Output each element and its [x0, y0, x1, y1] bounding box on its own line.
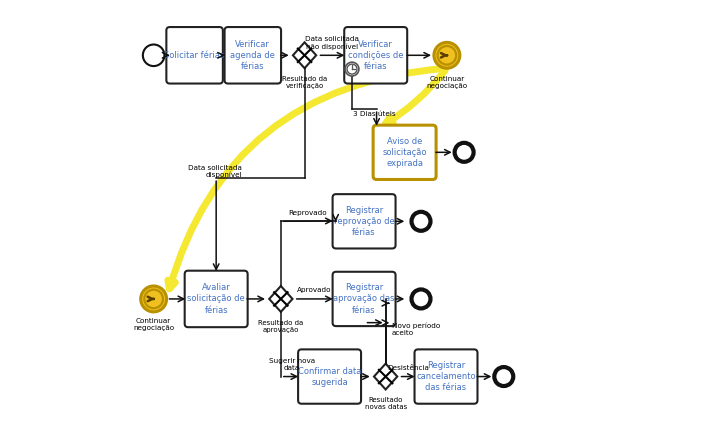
Text: Resultado
novas datas: Resultado novas datas	[365, 397, 407, 410]
Circle shape	[345, 62, 359, 76]
Text: Registrar
reprovação de
férias: Registrar reprovação de férias	[334, 206, 394, 237]
Text: Novo período
aceito: Novo período aceito	[391, 322, 440, 336]
FancyBboxPatch shape	[184, 271, 248, 327]
Text: Data solicitada
não disponível: Data solicitada não disponível	[306, 36, 359, 49]
FancyBboxPatch shape	[415, 349, 477, 404]
Text: Registrar
aprovação das
férias: Registrar aprovação das férias	[333, 283, 395, 315]
Text: Data solicitada
disponível: Data solicitada disponível	[188, 164, 242, 178]
FancyBboxPatch shape	[166, 27, 223, 83]
FancyBboxPatch shape	[332, 194, 396, 249]
Circle shape	[434, 43, 460, 68]
Text: Sugerir nova
data: Sugerir nova data	[268, 358, 315, 371]
Text: Resultado da
verificação: Resultado da verificação	[282, 76, 327, 89]
Circle shape	[143, 45, 165, 66]
Circle shape	[455, 143, 474, 162]
Circle shape	[141, 286, 167, 312]
Text: Aviso de
solicitação
expirada: Aviso de solicitação expirada	[382, 137, 427, 168]
Text: Continuar
negociação: Continuar negociação	[133, 318, 174, 331]
Text: Aprovado: Aprovado	[297, 287, 332, 293]
Text: Registrar
cancelamento
das férias: Registrar cancelamento das férias	[416, 361, 476, 392]
Text: Verificar
condições de
férias: Verificar condições de férias	[348, 39, 403, 71]
FancyArrowPatch shape	[168, 69, 444, 289]
FancyBboxPatch shape	[332, 272, 396, 326]
Circle shape	[144, 289, 163, 308]
Text: Reprovado: Reprovado	[289, 210, 327, 216]
Text: 3 Dias úteis: 3 Dias úteis	[353, 111, 396, 116]
Polygon shape	[374, 364, 397, 389]
Circle shape	[412, 289, 430, 309]
Circle shape	[438, 46, 456, 65]
FancyBboxPatch shape	[298, 349, 361, 404]
FancyArrowPatch shape	[386, 70, 445, 123]
FancyBboxPatch shape	[225, 27, 281, 83]
Text: Solicitar férias: Solicitar férias	[165, 51, 225, 60]
FancyBboxPatch shape	[344, 27, 407, 83]
Polygon shape	[293, 43, 316, 68]
Text: Resultado da
aprovação: Resultado da aprovação	[258, 319, 303, 332]
Text: Avaliar
solicitação de
férias: Avaliar solicitação de férias	[187, 283, 245, 315]
Text: Desistência: Desistência	[387, 365, 429, 371]
Circle shape	[347, 64, 357, 74]
Polygon shape	[269, 286, 292, 312]
Circle shape	[494, 367, 513, 386]
Text: Continuar
negociação: Continuar negociação	[427, 76, 467, 89]
Text: Confirmar data
sugerida: Confirmar data sugerida	[298, 366, 361, 387]
FancyBboxPatch shape	[373, 125, 436, 180]
Circle shape	[412, 212, 430, 231]
Text: Verificar
agenda de
férias: Verificar agenda de férias	[230, 39, 275, 71]
